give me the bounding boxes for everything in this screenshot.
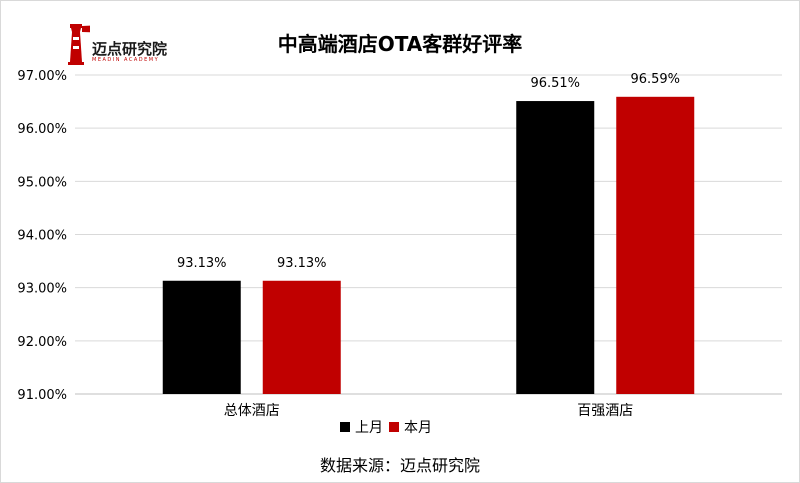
chart-title: 中高端酒店OTA客群好评率 xyxy=(277,32,523,56)
legend-item-this-month: 本月 xyxy=(389,417,432,437)
y-tick-label: 94.00% xyxy=(17,229,67,244)
y-tick-label: 91.00% xyxy=(17,388,67,403)
y-tick-label: 92.00% xyxy=(17,335,67,350)
data-source: 数据来源：迈点研究院 xyxy=(319,456,480,475)
legend-item-last-month: 上月 xyxy=(340,417,383,437)
y-tick-label: 95.00% xyxy=(17,175,67,190)
legend-label-this-month: 本月 xyxy=(404,420,432,436)
logo-text: 迈点研究院 xyxy=(92,40,168,58)
logo: 迈点研究院 MEADIN ACADEMY xyxy=(62,20,172,66)
logo-subtext: MEADIN ACADEMY xyxy=(92,57,160,63)
bar-last-month xyxy=(516,101,595,394)
data-label: 93.13% xyxy=(177,256,227,271)
bar-this-month xyxy=(616,96,695,394)
y-tick-label: 97.00% xyxy=(17,69,67,84)
bar-last-month xyxy=(162,280,241,394)
y-tick-label: 96.00% xyxy=(17,122,67,137)
data-label: 96.51% xyxy=(530,76,580,91)
x-tick-label: 百强酒店 xyxy=(577,403,633,419)
y-tick-label: 93.00% xyxy=(17,282,67,297)
data-label: 93.13% xyxy=(277,256,327,271)
legend-label-last-month: 上月 xyxy=(355,420,383,436)
data-label: 96.59% xyxy=(630,72,680,87)
bar-this-month xyxy=(262,280,341,394)
x-tick-label: 总体酒店 xyxy=(224,403,280,419)
legend-swatch-last-month xyxy=(340,422,350,432)
legend-swatch-this-month xyxy=(389,422,399,432)
legend: 上月 本月 xyxy=(340,417,438,437)
